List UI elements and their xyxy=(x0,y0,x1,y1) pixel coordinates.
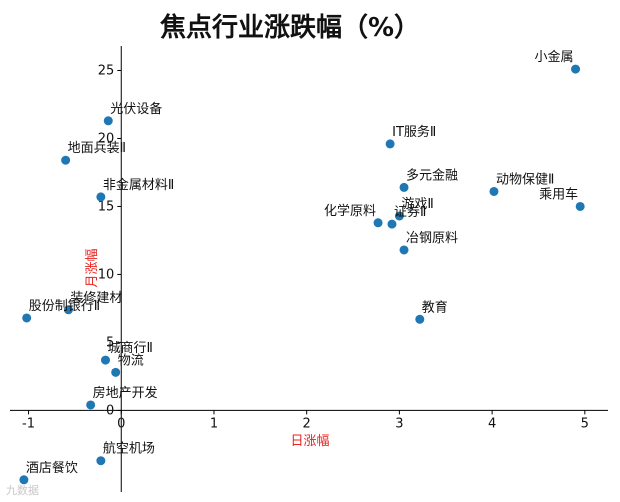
y-tick-label: 25 xyxy=(98,63,115,78)
data-point xyxy=(86,400,96,410)
data-point xyxy=(575,201,585,211)
point-label: 非金属材料Ⅱ xyxy=(103,177,174,193)
data-point xyxy=(63,305,73,315)
x-tick-label: 2 xyxy=(303,416,311,431)
data-point xyxy=(19,475,29,485)
axes: -1 0 1 2 3 4 5 0 5 10 15 20 25 xyxy=(10,46,608,492)
data-point xyxy=(385,139,395,149)
x-tick-label: 0 xyxy=(117,416,125,431)
data-point xyxy=(399,182,409,192)
point-label: 化学原料 xyxy=(324,203,376,219)
point-label: 航空机场 xyxy=(103,441,155,457)
point-label: 股份制银行Ⅱ xyxy=(29,299,100,314)
point-label: 城商行Ⅱ xyxy=(107,341,152,356)
point-label: 光伏设备 xyxy=(110,101,162,117)
y-axis-label: 月涨幅 xyxy=(85,248,100,287)
data-point xyxy=(415,314,425,324)
data-point xyxy=(373,218,383,228)
chart-title: 焦点行业涨跌幅（%） xyxy=(160,12,420,43)
x-axis-label: 日涨幅 xyxy=(290,434,329,449)
x-tick-label: -1 xyxy=(22,416,35,431)
point-label: 证券Ⅱ xyxy=(394,204,426,220)
point-label: 乘用车 xyxy=(539,186,578,202)
point-label: IT服务Ⅱ xyxy=(392,124,436,140)
point-label: 装修建材 xyxy=(70,291,122,306)
x-tick-label: 1 xyxy=(210,416,218,431)
y-tick-label: 5 xyxy=(106,335,114,350)
data-point xyxy=(394,211,404,221)
data-point xyxy=(100,355,110,365)
data-point xyxy=(61,155,71,165)
point-label: 教育 xyxy=(422,299,448,315)
data-point xyxy=(399,245,409,255)
data-point xyxy=(571,64,581,74)
data-point xyxy=(96,192,106,202)
point-label: 游戏Ⅱ xyxy=(401,197,433,212)
data-point xyxy=(22,313,32,323)
y-tick-label: 10 xyxy=(98,267,115,282)
point-label: 物流 xyxy=(118,353,144,368)
point-label: 酒店餐饮 xyxy=(26,460,78,476)
data-point xyxy=(111,367,121,377)
y-tick-label: 0 xyxy=(106,403,114,418)
data-point xyxy=(489,186,499,196)
point-label: 多元金融 xyxy=(406,167,458,183)
data-point xyxy=(103,116,113,126)
data-points xyxy=(19,64,585,485)
x-tick-label: 4 xyxy=(488,416,496,431)
x-tick-label: 3 xyxy=(395,416,403,431)
point-label: 房地产开发 xyxy=(93,385,158,401)
x-tick-label: 5 xyxy=(581,416,589,431)
point-label: 地面兵装Ⅱ xyxy=(68,141,126,156)
y-tick-label: 15 xyxy=(98,199,115,214)
point-label: 小金属 xyxy=(535,49,574,65)
point-label: 冶钢原料 xyxy=(406,231,458,246)
point-label: 动物保健Ⅱ xyxy=(496,172,554,187)
data-point xyxy=(387,219,397,229)
watermark: 九数据 xyxy=(6,483,39,497)
y-tick-label: 20 xyxy=(98,131,115,146)
data-point xyxy=(96,456,106,466)
